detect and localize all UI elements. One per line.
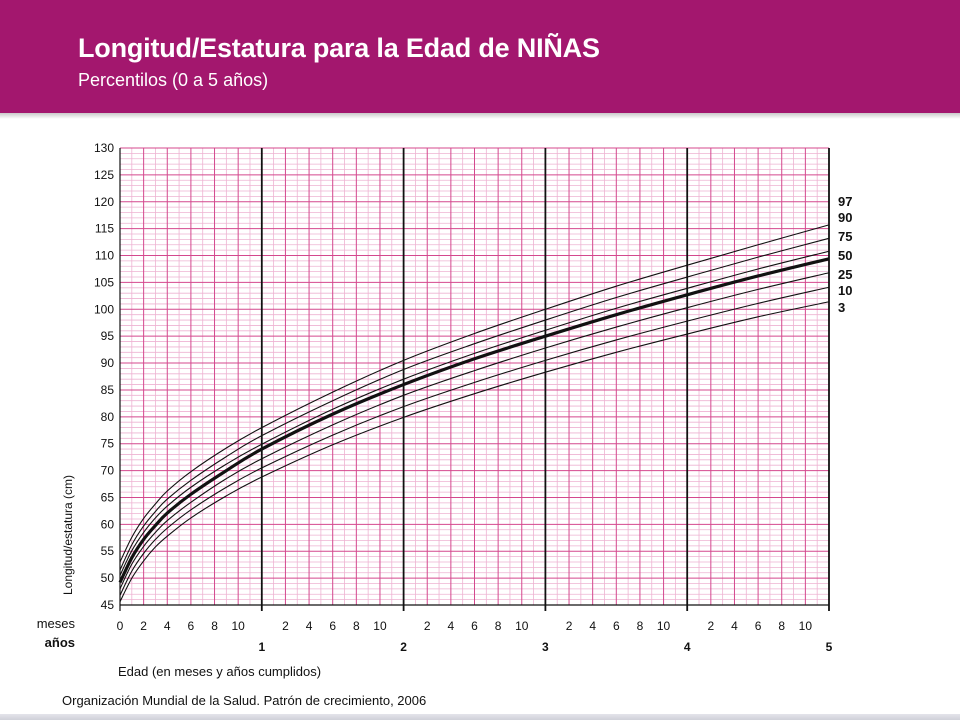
page-subtitle: Percentilos (0 a 5 años) (78, 70, 269, 90)
y-tick-label: 75 (101, 437, 115, 451)
y-tick-label: 95 (101, 329, 115, 343)
months-row-label: meses (37, 616, 76, 631)
month-tick-label: 4 (589, 619, 596, 633)
month-tick-label: 4 (731, 619, 738, 633)
month-tick-label: 10 (231, 619, 245, 633)
footer-rule (0, 714, 960, 720)
year-tick-label: 3 (542, 640, 549, 654)
y-tick-label: 60 (101, 517, 115, 531)
percentile-curve-3 (119, 301, 830, 603)
y-tick-label: 115 (95, 222, 114, 236)
month-tick-label: 0 (117, 619, 124, 633)
month-tick-label: 2 (140, 619, 147, 633)
percentile-curve-10 (119, 286, 830, 596)
month-tick-label: 8 (353, 619, 360, 633)
source-note: Organización Mundial de la Salud. Patrón… (62, 693, 426, 708)
year-tick-label: 1 (258, 640, 265, 654)
percentile-curve-97 (119, 224, 830, 563)
month-tick-label: 6 (329, 619, 336, 633)
y-tick-label: 65 (101, 490, 115, 504)
month-tick-label: 8 (495, 619, 502, 633)
y-tick-label: 100 (94, 302, 114, 316)
y-tick-label: 50 (101, 571, 115, 585)
month-tick-label: 2 (282, 619, 289, 633)
month-tick-label: 6 (471, 619, 478, 633)
y-tick-label: 90 (101, 356, 115, 370)
month-tick-label: 8 (778, 619, 785, 633)
x-tick-labels: 0 2 4 6 8 10 2 4 6 8 10 2 4 6 8 10 2 4 6 8 10 2 4 6 8 101 2 3 4 5 (117, 619, 833, 654)
header-shadow (0, 113, 960, 119)
grid-major (120, 147, 829, 606)
y-tick-label: 70 (101, 464, 115, 478)
percentile-label-25: 25 (838, 267, 852, 282)
years-row-label: años (45, 635, 75, 650)
y-tick-label: 120 (94, 195, 114, 209)
month-tick-label: 10 (515, 619, 529, 633)
y-tick-label: 125 (94, 168, 114, 182)
month-tick-label: 4 (164, 619, 171, 633)
month-tick-label: 8 (211, 619, 218, 633)
year-tick-label: 2 (400, 640, 407, 654)
percentile-label-3: 3 (838, 300, 845, 315)
month-tick-label: 6 (613, 619, 620, 633)
month-tick-label: 6 (755, 619, 762, 633)
month-tick-label: 4 (448, 619, 455, 633)
plot-frame (119, 148, 830, 611)
month-tick-label: 10 (657, 619, 671, 633)
percentile-curves (118, 224, 830, 603)
y-tick-label: 110 (95, 249, 114, 263)
y-tick-label: 130 (94, 141, 114, 155)
y-tick-labels: 45 50 55 60 65 70 75 80 85 90 95 100 105 110 115 120 125… (94, 141, 114, 612)
y-tick-label: 45 (101, 598, 115, 612)
y-tick-label: 55 (101, 544, 115, 558)
percentile-curve-90 (119, 237, 830, 571)
year-tick-label: 5 (826, 640, 833, 654)
percentile-label-90: 90 (838, 210, 852, 225)
y-tick-label: 85 (101, 383, 115, 397)
month-tick-label: 2 (424, 619, 431, 633)
month-tick-label: 2 (707, 619, 714, 633)
percentile-curve-75 (119, 250, 830, 576)
y-tick-label: 80 (101, 410, 115, 424)
percentile-curve-25 (119, 272, 830, 590)
month-tick-label: 2 (566, 619, 573, 633)
month-tick-label: 8 (637, 619, 644, 633)
percentile-label-50: 50 (838, 248, 852, 263)
header-banner (0, 0, 960, 113)
month-tick-label: 6 (188, 619, 195, 633)
y-axis-label: Longitud/estatura (cm) (61, 475, 75, 595)
percentile-label-97: 97 (838, 194, 852, 209)
y-tick-label: 105 (94, 275, 114, 289)
month-tick-label: 10 (799, 619, 813, 633)
page-title: Longitud/Estatura para la Edad de NIÑAS (78, 33, 600, 63)
month-tick-label: 4 (306, 619, 313, 633)
x-axis-label: Edad (en meses y años cumplidos) (118, 664, 321, 679)
percentile-label-75: 75 (838, 229, 852, 244)
year-tick-label: 4 (684, 640, 691, 654)
percentile-label-10: 10 (838, 283, 852, 298)
percentile-curve-50 (118, 257, 830, 584)
month-tick-label: 10 (373, 619, 387, 633)
